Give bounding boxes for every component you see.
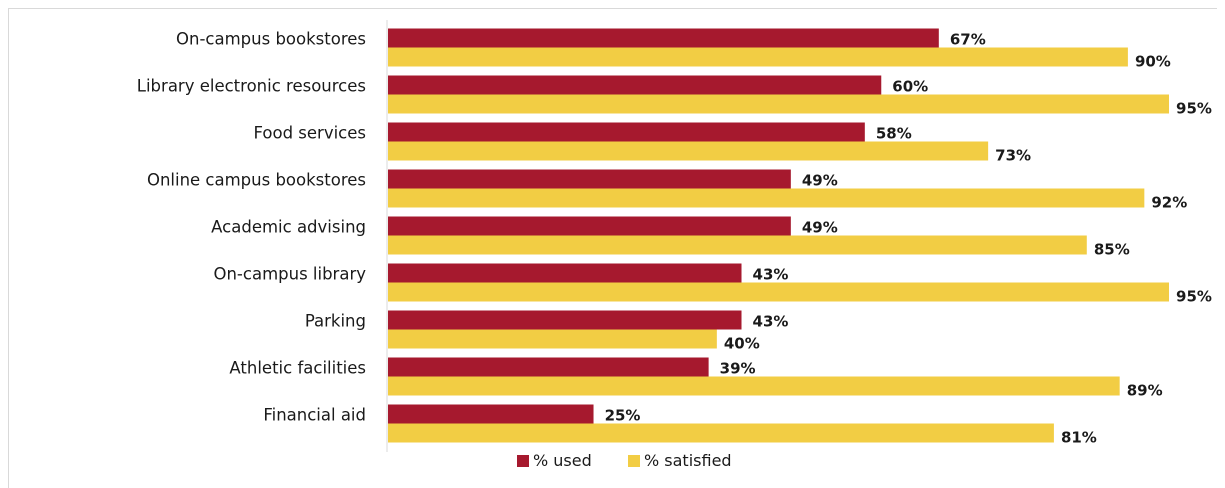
bar-used-online-campus-bookstores [388,169,791,189]
data-label-used-on-campus-library: 43% [753,266,789,284]
category-label-on-campus-bookstores: On-campus bookstores [176,30,366,49]
bar-satisfied-food-services [388,141,989,161]
bar-satisfied-athletic-facilities [388,376,1120,396]
bar-satisfied-online-campus-bookstores [388,188,1145,208]
data-label-satisfied-library-electronic-resources: 95% [1176,100,1212,118]
data-label-satisfied-parking: 40% [724,335,760,353]
category-label-parking: Parking [305,312,366,331]
bar-satisfied-on-campus-library [388,282,1169,302]
chart-frame [8,8,1217,488]
bar-chart: On-campus bookstores 67% 90% Library electr… [137,20,1212,470]
data-label-used-on-campus-bookstores: 67% [950,31,986,49]
bar-used-on-campus-library [388,263,742,283]
category-label-athletic-facilities: Athletic facilities [229,359,366,378]
bar-used-library-electronic-resources [388,75,882,95]
category-label-financial-aid: Financial aid [263,406,366,425]
bar-satisfied-library-electronic-resources [388,94,1169,114]
data-label-used-financial-aid: 25% [605,407,641,425]
data-label-used-online-campus-bookstores: 49% [802,172,838,190]
data-label-satisfied-athletic-facilities: 89% [1127,382,1163,400]
bar-used-academic-advising [388,216,791,236]
data-label-used-parking: 43% [753,313,789,331]
data-label-used-library-electronic-resources: 60% [892,78,928,96]
category-label-library-electronic-resources: Library electronic resources [137,77,366,96]
category-label-academic-advising: Academic advising [211,218,366,237]
data-label-satisfied-online-campus-bookstores: 92% [1151,194,1187,212]
bar-used-athletic-facilities [388,357,709,377]
data-label-used-food-services: 58% [876,125,912,143]
legend-label-used: % used [533,451,592,470]
bar-used-food-services [388,122,865,142]
bar-satisfied-financial-aid [388,423,1054,443]
data-label-used-athletic-facilities: 39% [720,360,756,378]
bar-used-parking [388,310,742,330]
legend-swatch-satisfied [628,455,640,467]
legend-label-satisfied: % satisfied [644,451,732,470]
bar-satisfied-parking [388,329,717,349]
category-label-online-campus-bookstores: Online campus bookstores [147,171,366,190]
data-label-satisfied-academic-advising: 85% [1094,241,1130,259]
bar-used-financial-aid [388,404,594,424]
legend-swatch-used [517,455,529,467]
data-label-used-academic-advising: 49% [802,219,838,237]
category-label-food-services: Food services [253,124,366,143]
data-label-satisfied-on-campus-bookstores: 90% [1135,53,1171,71]
data-label-satisfied-on-campus-library: 95% [1176,288,1212,306]
bar-satisfied-on-campus-bookstores [388,47,1128,67]
bar-satisfied-academic-advising [388,235,1087,255]
bar-used-on-campus-bookstores [388,28,939,48]
data-label-satisfied-food-services: 73% [995,147,1031,165]
data-label-satisfied-financial-aid: 81% [1061,429,1097,447]
category-label-on-campus-library: On-campus library [213,265,366,284]
